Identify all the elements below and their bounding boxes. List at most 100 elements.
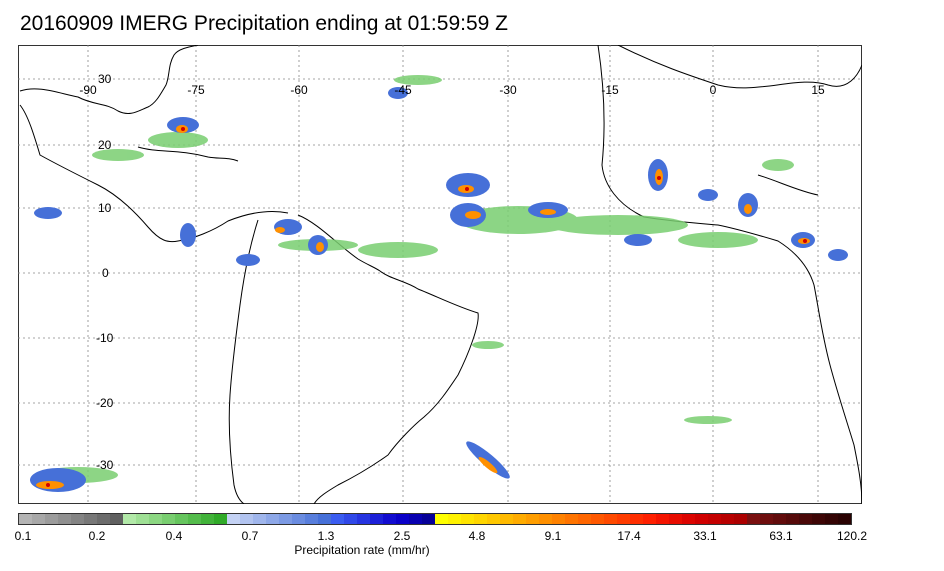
colorbar-swatch — [292, 514, 305, 524]
colorbar-swatch — [721, 514, 734, 524]
colorbar-units: Precipitation rate (mm/hr) — [0, 543, 944, 557]
colorbar-units-label: Precipitation rate (mm/hr) — [294, 543, 430, 557]
colorbar-swatch — [396, 514, 409, 524]
colorbar-swatch — [708, 514, 721, 524]
precipitation-cells — [30, 75, 848, 492]
colorbar-swatch — [123, 514, 136, 524]
lat-label: -30 — [96, 458, 114, 472]
colorbar-swatch — [331, 514, 344, 524]
colorbar-swatch — [461, 514, 474, 524]
colorbar-swatch — [747, 514, 760, 524]
colorbar-swatch — [656, 514, 669, 524]
colorbar-swatch — [812, 514, 825, 524]
colorbar-swatch — [305, 514, 318, 524]
colorbar-swatch — [838, 514, 851, 524]
colorbar-swatch — [344, 514, 357, 524]
colorbar-swatch — [578, 514, 591, 524]
colorbar-swatch — [240, 514, 253, 524]
colorbar-swatch — [500, 514, 513, 524]
precipitation-map: -90 -75 -60 -45 -30 -15 0 15 30 20 10 0 … — [18, 45, 862, 504]
colorbar-swatch — [617, 514, 630, 524]
colorbar-swatch — [422, 514, 435, 524]
colorbar-swatch — [760, 514, 773, 524]
lat-label: 10 — [98, 201, 112, 215]
colorbar-swatch — [695, 514, 708, 524]
colorbar-swatch — [539, 514, 552, 524]
colorbar-tick-label: 33.1 — [693, 529, 717, 543]
lon-label: 0 — [710, 83, 717, 97]
colorbar-swatch — [19, 514, 32, 524]
latitude-labels: 30 20 10 0 -10 -20 -30 — [96, 72, 114, 472]
lat-label: 30 — [98, 72, 112, 86]
colorbar-tick-label: 0.4 — [165, 529, 183, 543]
lat-label: -20 — [96, 396, 114, 410]
colorbar-tick-label: 63.1 — [769, 529, 793, 543]
colorbar-swatch — [799, 514, 812, 524]
colorbar-tick-label: 4.8 — [468, 529, 486, 543]
colorbar-swatch — [162, 514, 175, 524]
colorbar-swatch — [786, 514, 799, 524]
colorbar-swatch — [71, 514, 84, 524]
colorbar-tick-label: 0.2 — [88, 529, 106, 543]
lon-label: -75 — [187, 83, 205, 97]
colorbar-tick-label: 1.3 — [317, 529, 335, 543]
colorbar-swatch — [448, 514, 461, 524]
colorbar-swatch — [409, 514, 422, 524]
lat-label: 0 — [102, 266, 109, 280]
colorbar-swatch — [188, 514, 201, 524]
colorbar-swatch — [175, 514, 188, 524]
colorbar-tick-label: 120.2 — [836, 529, 868, 543]
lon-label: -60 — [290, 83, 308, 97]
colorbar-swatch — [630, 514, 643, 524]
colorbar-swatch — [604, 514, 617, 524]
colorbar-swatch — [565, 514, 578, 524]
colorbar-swatch — [552, 514, 565, 524]
colorbar-tick-label: 17.4 — [617, 529, 641, 543]
lon-label: -15 — [601, 83, 619, 97]
longitude-labels: -90 -75 -60 -45 -30 -15 0 15 — [79, 83, 825, 97]
colorbar-swatch — [201, 514, 214, 524]
colorbar-swatch — [97, 514, 110, 524]
colorbar-swatch — [825, 514, 838, 524]
colorbar-swatch — [643, 514, 656, 524]
colorbar-swatch — [773, 514, 786, 524]
colorbar-swatch — [357, 514, 370, 524]
colorbar-swatch — [734, 514, 747, 524]
colorbar-swatch — [266, 514, 279, 524]
colorbar-swatch — [474, 514, 487, 524]
colorbar-swatch — [669, 514, 682, 524]
colorbar-swatch — [435, 514, 448, 524]
colorbar-swatch — [32, 514, 45, 524]
colorbar-swatch — [370, 514, 383, 524]
colorbar-tick-label: 0.1 — [14, 529, 32, 543]
lon-label: 15 — [811, 83, 825, 97]
colorbar-swatch — [279, 514, 292, 524]
map-title: 20160909 IMERG Precipitation ending at 0… — [20, 12, 508, 35]
colorbar-swatch — [227, 514, 240, 524]
colorbar-swatch — [526, 514, 539, 524]
colorbar-swatch — [487, 514, 500, 524]
lat-label: 20 — [98, 138, 112, 152]
colorbar-tick-label: 9.1 — [544, 529, 562, 543]
colorbar-swatch — [214, 514, 227, 524]
colorbar-swatch — [110, 514, 123, 524]
colorbar-swatch — [149, 514, 162, 524]
colorbar-swatch — [383, 514, 396, 524]
lon-label: -90 — [79, 83, 97, 97]
lat-label: -10 — [96, 331, 114, 345]
coastlines — [19, 45, 862, 504]
colorbar-swatch — [513, 514, 526, 524]
colorbar-tick-label: 0.7 — [241, 529, 259, 543]
colorbar-swatch — [682, 514, 695, 524]
colorbar-swatch — [84, 514, 97, 524]
colorbar-swatch — [58, 514, 71, 524]
colorbar-swatch — [45, 514, 58, 524]
lon-label: -45 — [394, 83, 412, 97]
colorbar-tick-label: 2.5 — [393, 529, 411, 543]
colorbar-swatch — [253, 514, 266, 524]
lon-label: -30 — [499, 83, 517, 97]
colorbar-swatch — [318, 514, 331, 524]
colorbar-swatch — [591, 514, 604, 524]
colorbar — [18, 513, 852, 525]
colorbar-ticks: 0.1 0.2 0.4 0.7 1.3 2.5 4.8 9.1 17.4 33.… — [0, 529, 944, 543]
